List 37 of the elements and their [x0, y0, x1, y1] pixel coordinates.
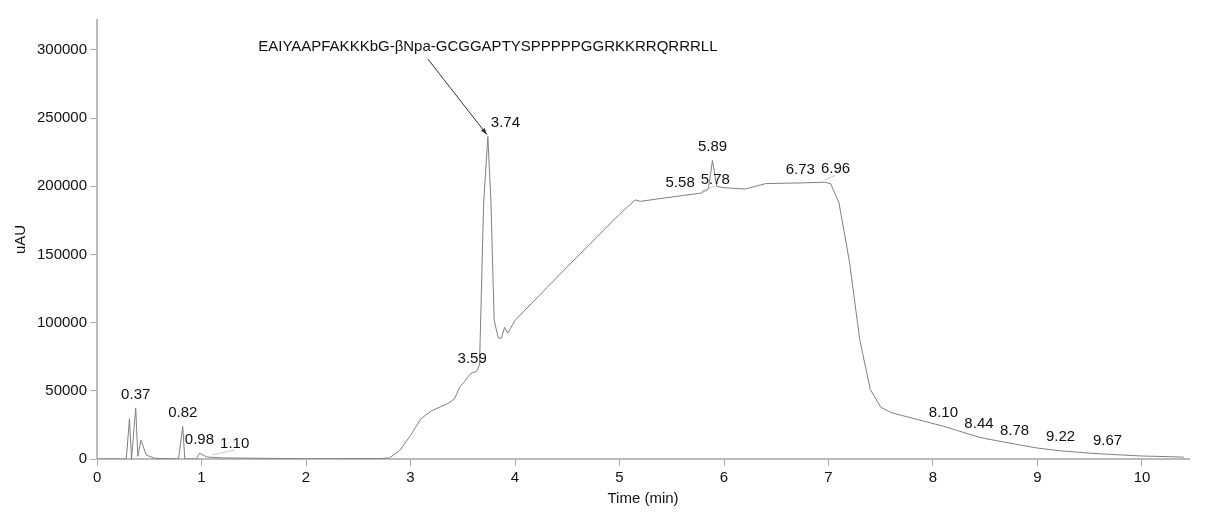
x-tick-label: 8: [928, 468, 938, 486]
annotation: 3.74: [490, 113, 521, 131]
y-tick-label: 200000: [36, 176, 88, 194]
x-tick-label: 10: [1133, 468, 1151, 486]
annotation: 1.10: [220, 433, 250, 451]
annotation: 8.10: [928, 402, 959, 420]
y-tick-label: 300000: [36, 40, 88, 58]
annotation: 9.67: [1092, 430, 1123, 448]
annotation: 8.44: [964, 413, 994, 431]
annotation: 0.82: [168, 403, 198, 421]
annotation: 8.78: [999, 420, 1030, 438]
x-tick-label: 7: [824, 468, 833, 486]
x-axis-title: Time (min): [607, 489, 679, 507]
annotation: 6.73: [785, 159, 815, 177]
x-tick-label: 5: [615, 468, 624, 486]
y-tick-label: 0: [78, 449, 88, 467]
annotation: 3.59: [457, 349, 487, 367]
y-tick-label: 100000: [36, 312, 88, 330]
x-tick-label: 4: [510, 468, 520, 486]
y-axis-title: uAU: [11, 224, 29, 255]
x-tick-label: 0: [92, 468, 102, 486]
y-tick-label: 150000: [36, 244, 88, 262]
y-tick-label: 50000: [45, 380, 88, 398]
annotation: 0.37: [121, 384, 151, 402]
annotation: 5.89: [697, 137, 728, 155]
annotation: 5.58: [665, 172, 695, 190]
annotation: 6.96: [820, 158, 851, 176]
x-tick-label: 6: [719, 468, 729, 486]
annotation: 0.98: [184, 429, 215, 447]
x-tick-label: 2: [301, 468, 311, 486]
x-tick-label: 3: [406, 468, 415, 486]
y-tick-label: 250000: [36, 108, 88, 126]
x-tick-label: 1: [197, 468, 206, 486]
annotation: 5.78: [700, 169, 730, 187]
x-tick-label: 9: [1033, 468, 1042, 486]
annotation: 9.22: [1045, 427, 1076, 445]
annotation: EAIYAAPFAKKKbG-βNpa-GCGGAPTYSPPPPPGGRKKRRQRRRLL: [258, 36, 718, 54]
